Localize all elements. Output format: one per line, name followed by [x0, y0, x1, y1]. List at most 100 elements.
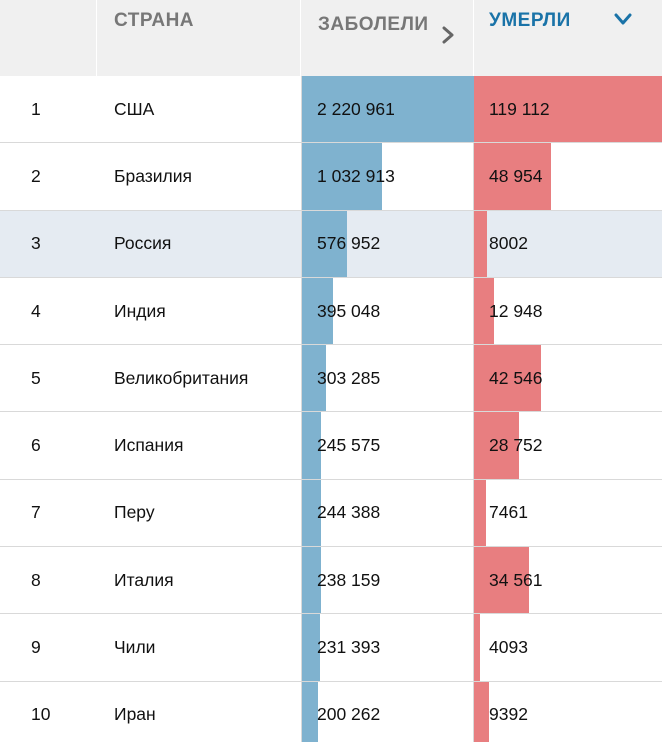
deaths-bar	[474, 345, 541, 412]
row-cases-cell: 1 032 913	[301, 143, 474, 210]
cases-bar	[302, 143, 382, 210]
deaths-bar	[474, 412, 519, 479]
table-row[interactable]: 1 США 2 220 961 119 112	[0, 76, 662, 144]
table-header: СТРАНА ЗАБОЛЕЛИ УМЕРЛИ	[0, 0, 662, 76]
row-deaths-cell: 4093	[474, 614, 662, 681]
row-cases-cell: 303 285	[301, 345, 474, 412]
header-cases-label: ЗАБОЛЕЛИ	[318, 14, 429, 35]
row-cases-value: 238 159	[317, 569, 381, 590]
header-cases-sort[interactable]: ЗАБОЛЕЛИ	[301, 0, 474, 76]
row-deaths-value: 4093	[489, 637, 528, 658]
deaths-bar	[474, 143, 551, 210]
row-rank: 6	[31, 435, 41, 456]
row-rank: 9	[31, 637, 41, 658]
row-deaths-value: 48 954	[489, 165, 543, 186]
table-row[interactable]: 10 Иран 200 262 9392	[0, 681, 662, 742]
row-deaths-cell: 34 561	[474, 547, 662, 614]
row-deaths-value: 42 546	[489, 367, 543, 388]
header-country[interactable]: СТРАНА	[97, 0, 301, 76]
chevron-down-icon	[614, 13, 632, 25]
row-rank: 4	[31, 300, 41, 321]
chevron-right-icon	[442, 26, 454, 44]
row-deaths-value: 34 561	[489, 569, 543, 590]
cases-bar	[302, 210, 347, 277]
deaths-bar	[474, 210, 487, 277]
header-deaths-sort[interactable]: УМЕРЛИ	[474, 0, 662, 76]
table-row[interactable]: 3 Россия 576 952 8002	[0, 210, 662, 278]
row-rank: 5	[31, 367, 41, 388]
row-cases-cell: 2 220 961	[301, 76, 475, 143]
row-country: Великобритания	[114, 367, 249, 388]
table-row[interactable]: 5 Великобритания 303 285 42 546	[0, 345, 662, 413]
row-cases-cell: 576 952	[301, 210, 474, 277]
row-cases-cell: 200 262	[301, 681, 474, 742]
row-deaths-cell: 8002	[474, 210, 662, 277]
row-cases-value: 395 048	[317, 300, 381, 321]
row-cases-value: 303 285	[317, 367, 381, 388]
row-cases-value: 231 393	[317, 637, 381, 658]
row-deaths-cell: 119 112	[474, 76, 662, 143]
row-rank: 3	[31, 233, 41, 254]
row-country: США	[114, 98, 155, 119]
row-country: Италия	[114, 569, 174, 590]
header-deaths-label: УМЕРЛИ	[489, 10, 571, 31]
deaths-bar	[474, 277, 494, 345]
row-cases-value: 200 262	[317, 704, 381, 725]
row-deaths-value: 7461	[489, 502, 528, 523]
deaths-bar	[474, 479, 486, 547]
header-rank	[0, 0, 97, 76]
row-rank: 8	[31, 569, 41, 590]
cases-bar	[302, 547, 321, 614]
row-country: Перу	[114, 502, 155, 523]
cases-bar	[302, 412, 321, 479]
row-country: Испания	[114, 435, 184, 456]
row-cases-cell: 231 393	[301, 614, 474, 681]
row-deaths-cell: 7461	[474, 479, 662, 547]
deaths-bar	[474, 681, 489, 742]
cases-bar	[302, 277, 333, 345]
row-cases-cell: 245 575	[301, 412, 474, 479]
row-deaths-value: 8002	[489, 233, 528, 254]
table-body: 1 США 2 220 961 119 112 2 Бразилия 1 032 913 48…	[0, 76, 662, 742]
row-deaths-value: 119 112	[489, 98, 550, 119]
row-cases-cell: 244 388	[301, 479, 474, 547]
row-cases-value: 244 388	[317, 502, 381, 523]
table-row[interactable]: 7 Перу 244 388 7461	[0, 479, 662, 548]
deaths-bar	[474, 547, 529, 614]
row-deaths-cell: 12 948	[474, 277, 662, 345]
table-row[interactable]: 2 Бразилия 1 032 913 48 954	[0, 143, 662, 211]
row-rank: 1	[31, 98, 41, 119]
row-cases-value: 2 220 961	[317, 98, 395, 119]
row-cases-value: 576 952	[317, 233, 381, 254]
row-country: Бразилия	[114, 165, 193, 186]
table-row[interactable]: 8 Италия 238 159 34 561	[0, 547, 662, 615]
row-country: Иран	[114, 704, 156, 725]
cases-bar	[302, 479, 321, 547]
table-row[interactable]: 4 Индия 395 048 12 948	[0, 277, 662, 346]
row-country: Индия	[114, 300, 166, 321]
row-deaths-cell: 9392	[474, 681, 662, 742]
row-deaths-cell: 48 954	[474, 143, 662, 210]
cases-bar	[302, 76, 475, 143]
row-deaths-value: 12 948	[489, 300, 543, 321]
deaths-bar	[474, 76, 662, 143]
row-deaths-value: 9392	[489, 704, 528, 725]
table-row[interactable]: 9 Чили 231 393 4093	[0, 614, 662, 682]
row-cases-cell: 238 159	[301, 547, 474, 614]
cases-bar	[302, 614, 320, 681]
table-row[interactable]: 6 Испания 245 575 28 752	[0, 412, 662, 480]
row-cases-cell: 395 048	[301, 277, 474, 345]
cases-bar	[302, 345, 326, 412]
row-rank: 10	[31, 704, 51, 725]
row-rank: 2	[31, 165, 41, 186]
row-cases-value: 1 032 913	[317, 165, 395, 186]
row-deaths-value: 28 752	[489, 435, 543, 456]
row-deaths-cell: 28 752	[474, 412, 662, 479]
row-cases-value: 245 575	[317, 435, 381, 456]
row-country: Россия	[114, 233, 172, 254]
header-country-label: СТРАНА	[114, 10, 195, 31]
row-country: Чили	[114, 637, 156, 658]
deaths-bar	[474, 614, 480, 681]
cases-bar	[302, 681, 318, 742]
